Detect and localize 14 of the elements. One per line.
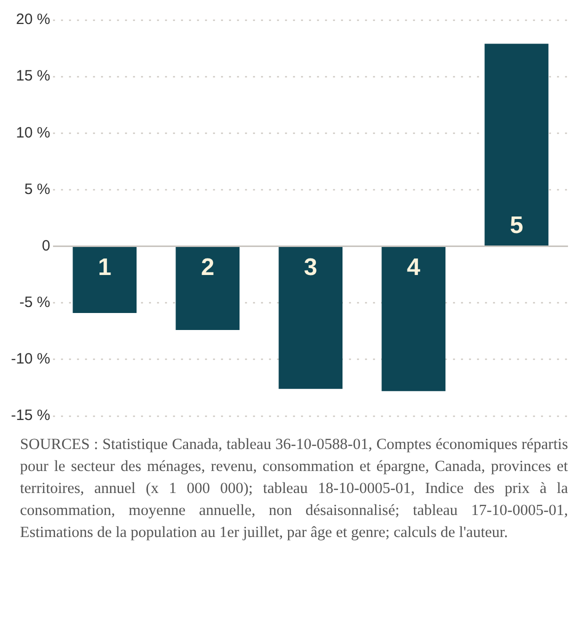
y-tick-label: -10 %: [10, 350, 50, 368]
x-tick-label: 3: [304, 254, 318, 281]
y-tick-label: 15 %: [16, 68, 50, 85]
x-tick-label: 4: [406, 254, 421, 281]
y-tick-label: 5 %: [24, 180, 50, 198]
x-tick-label: 1: [98, 254, 112, 281]
x-tick-label: 2: [200, 254, 214, 281]
y-tick-label: -15 %: [10, 407, 50, 424]
y-tick-label: -5 %: [19, 294, 50, 311]
x-tick-label: 5: [510, 212, 524, 239]
y-tick-label: 10 %: [16, 124, 50, 142]
y-tick-label: 20 %: [16, 11, 50, 28]
y-tick-label: 0: [42, 237, 50, 254]
source-note: SOURCES : Statistique Canada, tableau 36-10-0588-01, Comptes économiques répartis pour le secteur des ménages, revenu, consommation et épargne, Canada, provinces et territoires, annuel (x 1 000 000); tableau 18-10-0005-01, Indice des prix à la consommation, moyenne annuelle, non désaisonnalisé; tableau 17-10-0005-01, Estimations de la population au 1er juillet, par âge et genre; calculs de l'auteur.: [20, 435, 568, 543]
